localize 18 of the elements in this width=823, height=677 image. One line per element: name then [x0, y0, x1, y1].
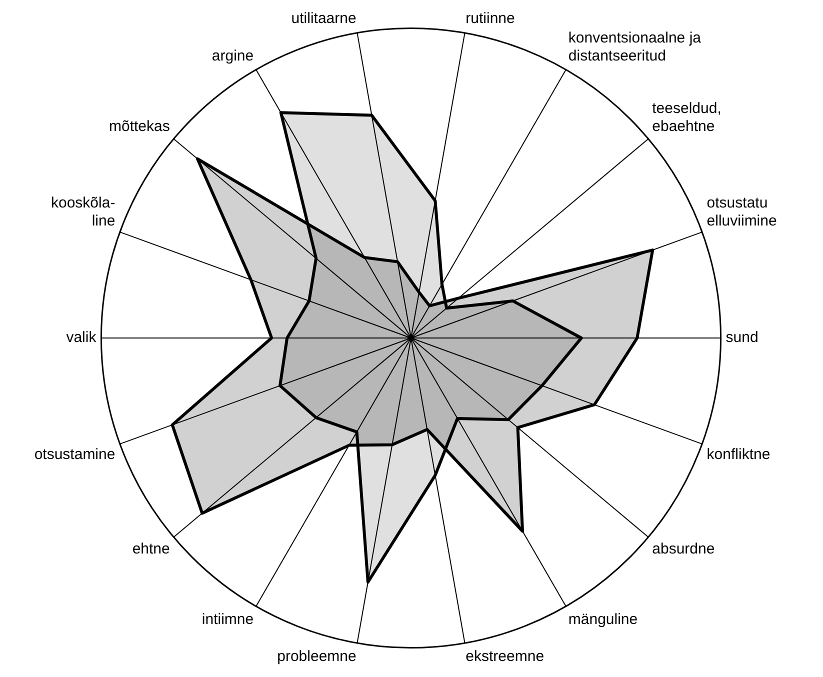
- spoke-label: ekstreemne: [466, 648, 544, 666]
- spoke-label: teeseldud, ebaehtne: [652, 100, 722, 135]
- spoke-label: intiimne: [202, 610, 254, 628]
- spoke-label: valik: [66, 329, 97, 346]
- spoke-label: absurdne: [652, 540, 715, 558]
- spoke-label: mõttekas: [109, 118, 170, 135]
- spoke-label: mänguline: [568, 610, 638, 628]
- spoke-label: probleemne: [277, 648, 356, 666]
- spoke-label: kooskõla- line: [51, 194, 116, 230]
- spoke-label: otsustamine: [34, 446, 116, 463]
- spoke-label: konfliktne: [706, 446, 770, 463]
- spoke-label: konventsionaalne ja distantseeritud: [568, 30, 702, 65]
- spoke-label: otsustatu elluviimine: [706, 194, 777, 230]
- spoke-label: sund: [726, 329, 758, 346]
- spoke-label: utilitaarne: [291, 10, 356, 28]
- spoke-label: ehtne: [132, 540, 170, 558]
- spoke-label: rutiinne: [466, 10, 515, 28]
- spoke-label: argine: [212, 48, 254, 65]
